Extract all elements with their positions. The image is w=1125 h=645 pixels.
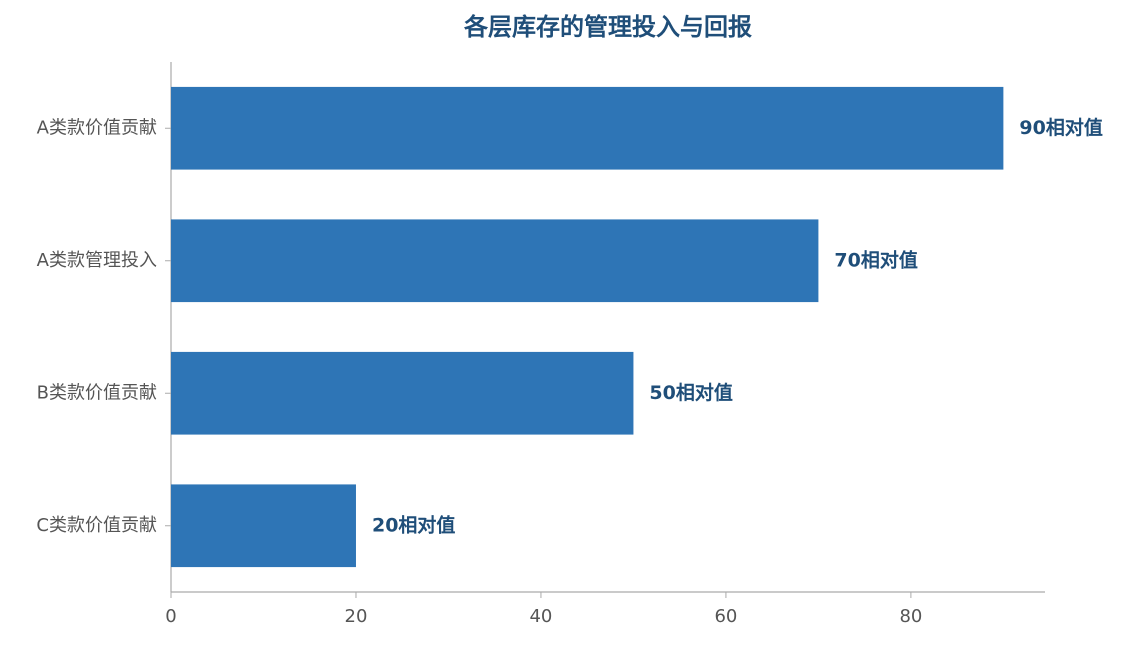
x-tick-label: 80 xyxy=(899,606,922,627)
x-tick-label: 0 xyxy=(165,606,176,627)
y-tick-label: A类款价值贡献 xyxy=(37,117,157,138)
x-tick-label: 20 xyxy=(345,606,368,627)
bar xyxy=(171,484,356,568)
bar xyxy=(171,351,634,435)
y-tick-label: B类款价值贡献 xyxy=(37,382,157,403)
x-tick-label: 40 xyxy=(529,606,552,627)
bar xyxy=(171,86,1004,170)
value-label: 70相对值 xyxy=(834,248,917,271)
value-label: 50相对值 xyxy=(649,381,732,404)
y-tick-label: A类款管理投入 xyxy=(37,250,157,271)
x-tick-label: 60 xyxy=(714,606,737,627)
chart-title: 各层库存的管理投入与回报 xyxy=(463,13,752,41)
value-label: 90相对值 xyxy=(1019,116,1102,139)
y-tick-label: C类款价值贡献 xyxy=(36,515,157,536)
bar xyxy=(171,219,819,303)
value-label: 20相对值 xyxy=(372,513,455,536)
